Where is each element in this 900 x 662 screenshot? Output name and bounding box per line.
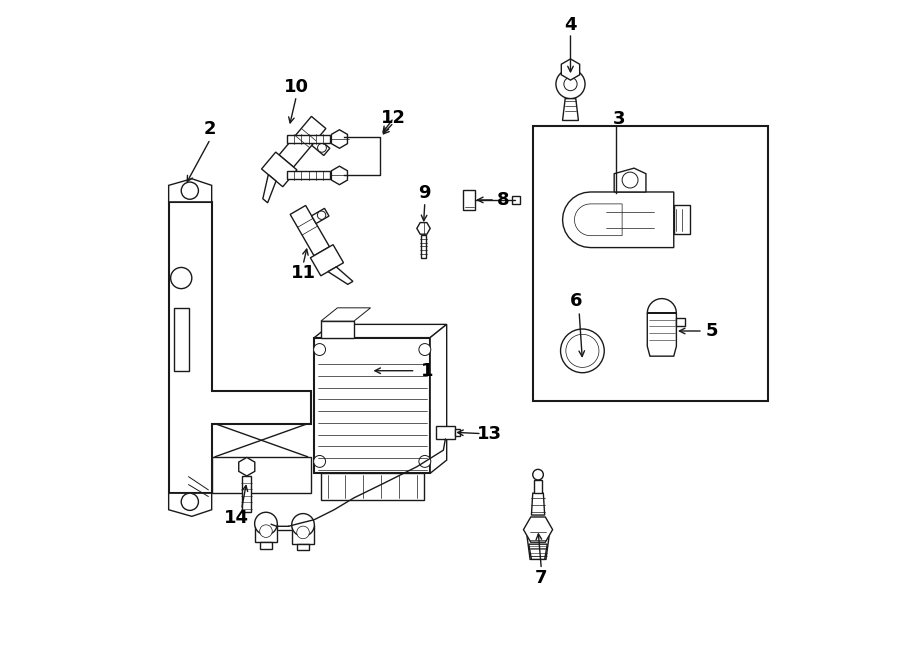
- Circle shape: [318, 144, 327, 152]
- Polygon shape: [279, 117, 326, 167]
- Circle shape: [171, 267, 192, 289]
- Polygon shape: [562, 59, 580, 80]
- Text: 12: 12: [382, 109, 406, 127]
- Text: 6: 6: [570, 292, 582, 310]
- Text: 8: 8: [497, 191, 509, 209]
- Polygon shape: [430, 324, 446, 473]
- Text: 10: 10: [284, 78, 309, 97]
- Circle shape: [418, 455, 431, 467]
- Polygon shape: [526, 530, 550, 559]
- Polygon shape: [238, 457, 255, 476]
- Polygon shape: [287, 135, 330, 143]
- Circle shape: [313, 455, 326, 467]
- Polygon shape: [417, 222, 430, 234]
- Polygon shape: [674, 205, 689, 234]
- Polygon shape: [524, 517, 553, 542]
- Circle shape: [561, 329, 604, 373]
- Text: 1: 1: [420, 361, 433, 380]
- Polygon shape: [168, 179, 212, 202]
- Polygon shape: [212, 457, 311, 493]
- Bar: [174, 308, 188, 371]
- Polygon shape: [529, 544, 547, 559]
- Polygon shape: [464, 190, 475, 210]
- Circle shape: [181, 493, 198, 510]
- Polygon shape: [331, 166, 347, 185]
- Polygon shape: [311, 209, 329, 224]
- Circle shape: [533, 469, 544, 480]
- Circle shape: [255, 512, 277, 535]
- Circle shape: [297, 526, 310, 539]
- Polygon shape: [511, 196, 520, 204]
- Circle shape: [556, 70, 585, 99]
- Text: 11: 11: [291, 264, 316, 283]
- Polygon shape: [331, 130, 347, 148]
- Circle shape: [318, 211, 326, 219]
- Text: 7: 7: [536, 569, 547, 587]
- Text: 13: 13: [477, 424, 502, 443]
- Polygon shape: [534, 480, 542, 493]
- Circle shape: [181, 182, 198, 199]
- Polygon shape: [314, 338, 430, 473]
- Polygon shape: [647, 299, 677, 356]
- Polygon shape: [420, 235, 427, 258]
- Text: 9: 9: [418, 184, 431, 203]
- Circle shape: [569, 338, 596, 364]
- Circle shape: [292, 514, 314, 536]
- Circle shape: [260, 525, 273, 538]
- Polygon shape: [321, 473, 424, 500]
- Polygon shape: [260, 542, 273, 549]
- Polygon shape: [614, 168, 646, 192]
- Polygon shape: [314, 324, 446, 338]
- Polygon shape: [677, 318, 685, 326]
- Polygon shape: [297, 544, 310, 550]
- Text: 4: 4: [564, 16, 577, 34]
- Polygon shape: [168, 202, 311, 493]
- Text: 2: 2: [204, 120, 217, 138]
- Text: 3: 3: [613, 110, 626, 128]
- Bar: [533, 126, 768, 401]
- Polygon shape: [168, 493, 212, 516]
- Polygon shape: [262, 152, 297, 187]
- Polygon shape: [255, 524, 277, 542]
- Polygon shape: [242, 476, 251, 512]
- Polygon shape: [454, 429, 460, 436]
- Polygon shape: [263, 175, 276, 203]
- Polygon shape: [328, 267, 353, 285]
- Polygon shape: [574, 204, 622, 236]
- Text: 14: 14: [224, 509, 249, 528]
- Polygon shape: [321, 321, 354, 338]
- Polygon shape: [287, 171, 330, 179]
- Polygon shape: [531, 493, 544, 515]
- Polygon shape: [562, 99, 579, 120]
- Polygon shape: [321, 308, 371, 321]
- Circle shape: [313, 344, 326, 355]
- Text: 5: 5: [706, 322, 717, 340]
- Circle shape: [622, 172, 638, 188]
- Polygon shape: [311, 138, 329, 156]
- Polygon shape: [436, 426, 454, 439]
- Circle shape: [564, 77, 577, 91]
- Polygon shape: [290, 205, 329, 256]
- Polygon shape: [292, 525, 314, 544]
- Circle shape: [566, 334, 598, 367]
- Polygon shape: [562, 192, 674, 248]
- Circle shape: [418, 344, 431, 355]
- Polygon shape: [310, 245, 344, 276]
